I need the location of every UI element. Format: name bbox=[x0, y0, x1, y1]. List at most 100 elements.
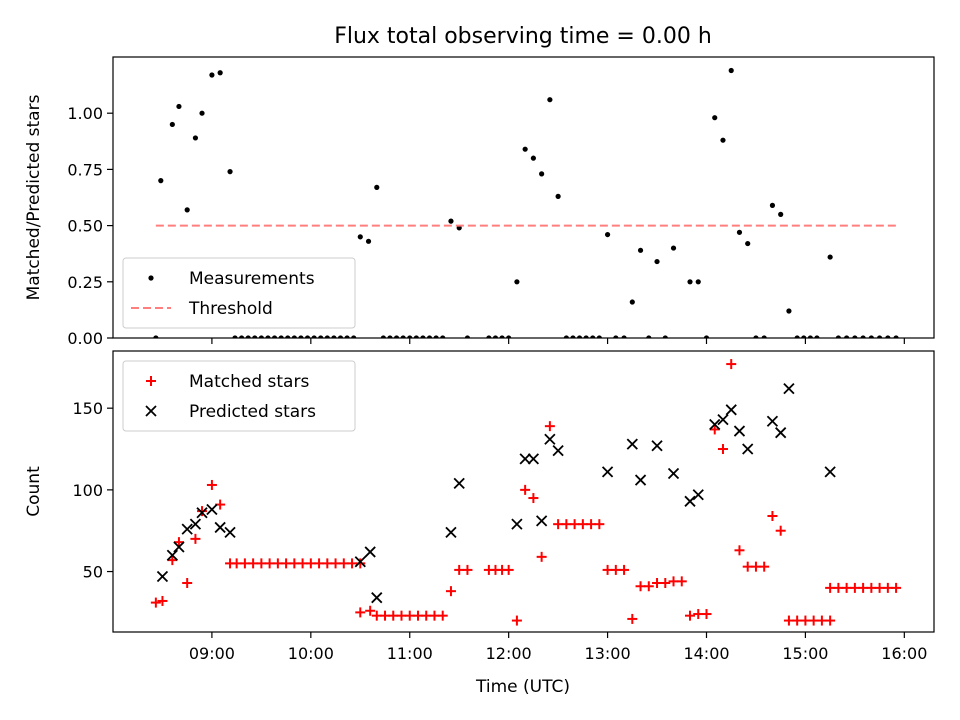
predicted-stars-point bbox=[166, 549, 178, 561]
measurements-point bbox=[563, 335, 569, 338]
measurements-point bbox=[786, 308, 792, 314]
measurements-point bbox=[539, 171, 545, 177]
measurements-point bbox=[209, 72, 215, 78]
measurements-point bbox=[860, 335, 866, 338]
measurements-point bbox=[291, 335, 297, 338]
y-tick-label: 150 bbox=[72, 399, 103, 418]
y-tick-label: 100 bbox=[72, 481, 103, 500]
measurements-point bbox=[876, 335, 883, 338]
predicted-stars-point bbox=[535, 515, 548, 527]
measurements-point bbox=[265, 335, 271, 338]
measurements-point bbox=[736, 229, 743, 235]
predicted-stars-point bbox=[156, 570, 169, 583]
measurements-point bbox=[400, 335, 406, 338]
legend-label: Measurements bbox=[189, 269, 315, 289]
predicted-stars-point bbox=[206, 503, 218, 516]
measurements-point bbox=[621, 335, 627, 338]
predicted-stars-point bbox=[371, 592, 383, 604]
measurements-point bbox=[420, 335, 426, 338]
matched-stars-point bbox=[355, 558, 366, 569]
measurements-point bbox=[583, 335, 589, 338]
y-tick-label: 0.00 bbox=[67, 329, 103, 348]
measurements-point bbox=[662, 335, 668, 338]
measurements-point bbox=[245, 335, 251, 338]
matched-stars-point bbox=[365, 605, 376, 616]
panel-counts: 50 100 150 09:00 10:00 11:00 12:00 13:00 14:00 15… bbox=[24, 350, 935, 663]
measurements-point bbox=[506, 335, 512, 338]
matched-stars-point bbox=[627, 613, 638, 624]
predicted-stars-point bbox=[717, 413, 729, 426]
predicted-stars-point bbox=[733, 425, 746, 437]
y-tick-label: 50 bbox=[83, 563, 103, 582]
matched-stars-point bbox=[676, 576, 687, 587]
matched-stars-point bbox=[701, 609, 712, 620]
legend-label: Matched stars bbox=[189, 372, 309, 392]
predicted-stars-point bbox=[601, 466, 614, 478]
measurements-point bbox=[547, 97, 553, 103]
measurements-point bbox=[387, 335, 393, 338]
measurements-point bbox=[169, 121, 175, 128]
predicted-stars-point bbox=[634, 474, 647, 486]
matched-stars-point bbox=[150, 597, 161, 608]
panel-ratio: 0.00 0.25 0.50 0.75 1.00 Matched/Predicted st… bbox=[24, 56, 935, 348]
measurements-point bbox=[252, 335, 258, 338]
matched-stars-point bbox=[197, 506, 208, 517]
matched-stars-point bbox=[528, 493, 539, 504]
x-axis-label: Time (UTC) bbox=[475, 677, 570, 697]
measurements-point bbox=[712, 115, 718, 121]
matched-stars-point bbox=[511, 615, 522, 626]
measurements-point bbox=[687, 279, 693, 285]
measurements-point bbox=[827, 254, 833, 260]
x-tick-label: 13:00 bbox=[585, 644, 631, 663]
measurements-point bbox=[844, 335, 850, 338]
matched-stars-point bbox=[759, 561, 770, 572]
matched-stars-point bbox=[619, 564, 630, 575]
measurements-point bbox=[720, 137, 726, 143]
measurements-point bbox=[794, 335, 800, 338]
measurements-point bbox=[753, 335, 759, 338]
measurements-point bbox=[745, 240, 751, 247]
measurements-point bbox=[344, 335, 350, 338]
matched-stars-point bbox=[206, 479, 217, 490]
predicted-stars-point bbox=[684, 495, 696, 507]
predicted-stars-point bbox=[214, 521, 226, 534]
matched-stars-point bbox=[544, 421, 555, 432]
measurements-point bbox=[590, 335, 596, 338]
measurements-point bbox=[596, 335, 602, 338]
measurements-point bbox=[176, 103, 182, 110]
matched-stars-point bbox=[825, 615, 836, 626]
measurements-point bbox=[769, 202, 776, 208]
predicted-stars-point bbox=[173, 541, 185, 553]
measurements-point bbox=[227, 169, 233, 175]
chart-title: Flux total observing time = 0.00 h bbox=[334, 24, 712, 49]
matched-stars-point bbox=[643, 581, 654, 592]
matched-stars-point bbox=[157, 595, 168, 606]
predicted-stars-point bbox=[181, 523, 193, 535]
measurements-point bbox=[258, 335, 264, 338]
matched-stars-point bbox=[190, 533, 201, 544]
x-tick-label: 11:00 bbox=[387, 644, 433, 663]
matched-stars-point bbox=[767, 511, 778, 522]
measurements-point bbox=[232, 335, 238, 338]
plot-area bbox=[153, 67, 899, 338]
matched-stars-point bbox=[462, 564, 473, 575]
measurements-point bbox=[646, 335, 652, 338]
measurements-point bbox=[331, 335, 337, 338]
matched-stars-point bbox=[182, 577, 193, 588]
matched-stars-point bbox=[520, 484, 531, 495]
measurements-point bbox=[199, 110, 205, 116]
matched-stars-point bbox=[709, 424, 720, 435]
x-tick-label: 12:00 bbox=[486, 644, 532, 663]
predicted-stars-point bbox=[709, 418, 721, 431]
legend-box bbox=[122, 360, 356, 432]
legend-label: Predicted stars bbox=[189, 402, 316, 422]
measurements-point bbox=[337, 335, 344, 338]
x-tick-label: 16:00 bbox=[881, 644, 927, 663]
predicted-stars-point bbox=[552, 445, 564, 457]
matched-stars-point bbox=[445, 586, 456, 597]
measurements-point bbox=[298, 335, 304, 338]
measurements-point bbox=[807, 335, 813, 338]
matched-stars-point bbox=[536, 551, 547, 562]
measurements-point bbox=[893, 335, 899, 338]
